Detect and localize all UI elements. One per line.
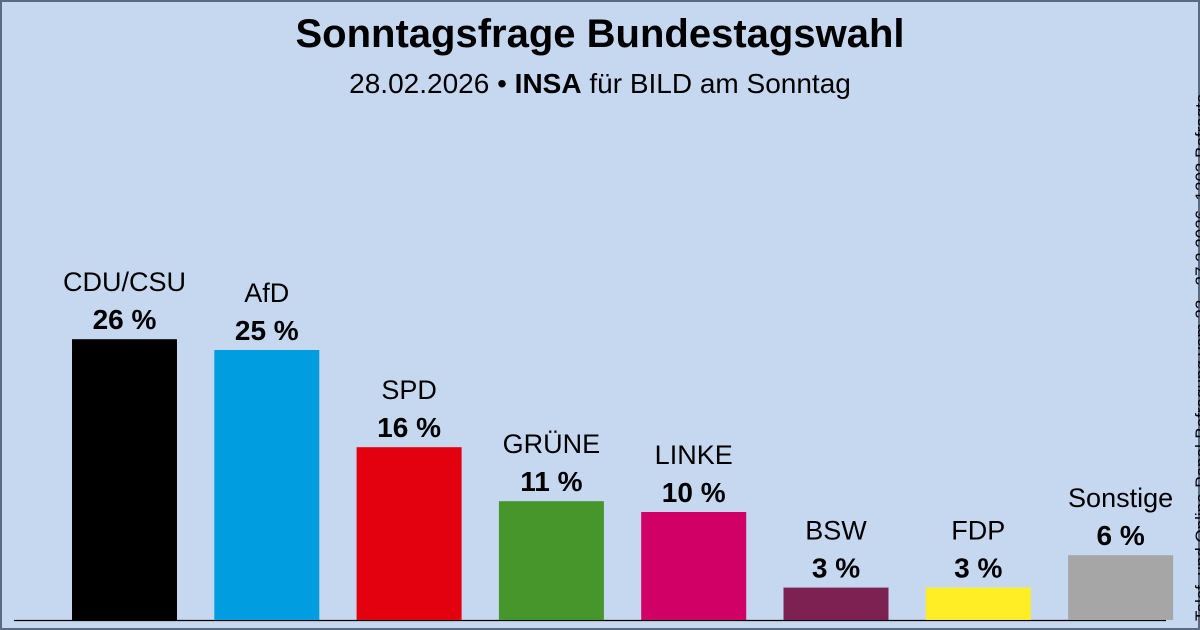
bar-category-label: CDU/CSU	[63, 267, 186, 297]
bar-category-label: Sonstige	[1068, 483, 1173, 513]
bar-value-label: 10 %	[662, 477, 726, 508]
bar-category-label: SPD	[381, 375, 437, 405]
bar-value-label: 3 %	[954, 553, 1002, 584]
bar-value-label: 6 %	[1096, 520, 1144, 551]
poll-date: 28.02.2026	[349, 68, 490, 99]
bar-value-label: 26 %	[93, 304, 157, 335]
bar-value-label: 11 %	[520, 466, 582, 497]
bar-value-label: 3 %	[812, 553, 860, 584]
chart-title: Sonntagsfrage Bundestagswahl	[295, 12, 905, 56]
subtitle-separator: •	[497, 68, 507, 99]
bar-value-label: 16 %	[377, 412, 441, 443]
bar-category-label: LINKE	[655, 440, 733, 470]
bar-category-label: GRÜNE	[503, 429, 601, 459]
pollster-name: INSA	[514, 68, 582, 99]
bar-afd	[214, 350, 320, 620]
bar-spd	[356, 447, 462, 620]
chart-subtitle: 28.02.2026 • INSA für BILD am Sonntag	[0, 68, 1200, 100]
bar-category-label: AfD	[244, 278, 289, 308]
bar-value-label: 25 %	[235, 315, 299, 346]
poll-client: für BILD am Sonntag	[589, 68, 851, 99]
bar-category-label: BSW	[805, 516, 867, 546]
bar-category-label: FDP	[951, 516, 1005, 546]
bar-bsw	[783, 587, 889, 620]
bar-cdu-csu	[72, 339, 177, 620]
bar-fdp	[925, 587, 1031, 620]
bar-gr-ne	[498, 501, 604, 620]
bar-sonstige	[1068, 555, 1174, 620]
bar-linke	[641, 512, 747, 620]
